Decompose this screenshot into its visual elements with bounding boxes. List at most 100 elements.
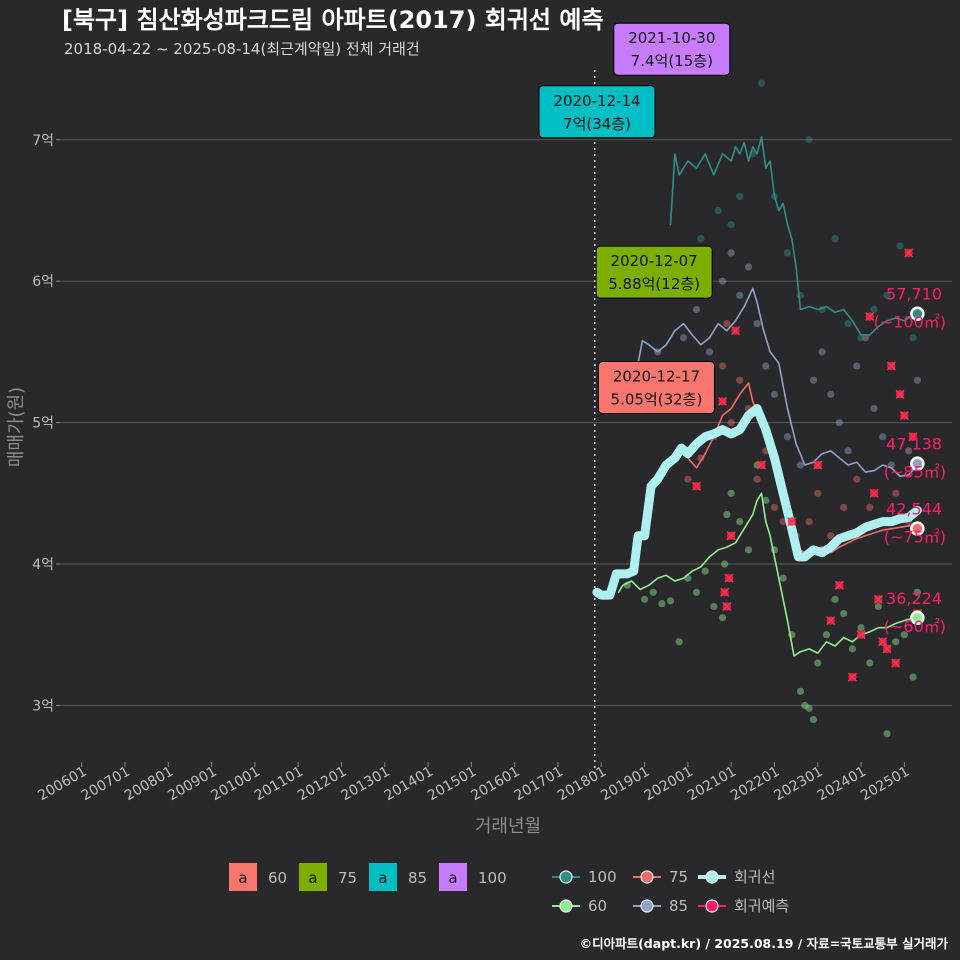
scatter-point-75 (684, 475, 692, 483)
series-lines (592, 136, 922, 657)
x-tick-label: 201701 (512, 764, 566, 805)
predict-x-mark (787, 517, 797, 527)
callout-date-100: 2021-10-30 (628, 29, 715, 47)
predict-x-mark (878, 637, 888, 647)
legend-line-label-line100: 100 (588, 868, 617, 886)
predict-x-mark (873, 594, 883, 604)
scatter-point-60 (892, 638, 900, 646)
x-tick-label: 201201 (295, 764, 349, 805)
predict-x-mark (834, 580, 844, 590)
callout-date-85: 2020-12-14 (553, 92, 640, 110)
scatter-point-85 (809, 376, 818, 384)
scatter-point-85 (796, 461, 805, 469)
x-tick-label: 201301 (338, 764, 392, 805)
scatter-point-60 (814, 659, 822, 667)
y-tick-label: 4억 (32, 557, 54, 573)
scatter-point-60 (909, 673, 917, 681)
prediction-endpoint-75 (910, 521, 925, 536)
scatter-point-100 (714, 206, 722, 215)
scatter-point-75 (827, 532, 835, 540)
callout-date-75: 2020-12-07 (611, 252, 698, 270)
callout-box-60 (597, 361, 715, 415)
scatter-point-60 (779, 574, 787, 582)
prediction-endpoint-60 (910, 610, 925, 626)
callout-price-85: 7억(34층) (563, 115, 631, 133)
predict-x-mark (720, 587, 730, 597)
legend-swatch-75 (299, 863, 327, 891)
legend-swatch-85 (369, 863, 397, 891)
scatter-point-85 (783, 433, 792, 441)
prediction-labels: 57,710 (~100㎡) 47,138 (~85㎡) 42,544 (~75㎡) 36,… (874, 285, 946, 636)
x-tick-label: 200801 (122, 764, 176, 805)
scatter-points (623, 79, 921, 738)
scatter-point-100 (870, 305, 878, 314)
scatter-point-75 (805, 517, 813, 526)
series-line-line100 (669, 136, 914, 336)
scatter-point-85 (753, 320, 761, 328)
scatter-point-85 (844, 447, 852, 455)
predict-x-mark (856, 630, 866, 640)
prediction-marks (692, 248, 922, 682)
scatter-point-100 (757, 79, 766, 87)
scatter-point-60 (805, 704, 813, 712)
scatter-point-75 (853, 475, 861, 483)
prediction-endpoint-100 (910, 306, 925, 321)
legend-label-85: 85 (408, 869, 427, 887)
callout-box-100 (613, 22, 731, 76)
predict-x-mark (865, 312, 875, 322)
scatter-point-60 (866, 659, 874, 667)
callout-box-85 (538, 85, 656, 139)
scatter-point-60 (710, 602, 718, 611)
scatter-point-85 (718, 277, 727, 285)
callout-box-75 (595, 245, 713, 299)
scatter-point-85 (744, 263, 753, 271)
scatter-point-100 (896, 242, 904, 250)
x-tick-label: 201601 (468, 764, 522, 805)
callout-price-60: 5.05억(32층) (611, 391, 703, 409)
x-tick-label: 202101 (685, 764, 739, 805)
scatter-point-60 (666, 597, 675, 605)
scatter-point-75 (866, 503, 874, 512)
x-tick-label: 201001 (209, 764, 263, 805)
scatter-point-100 (831, 235, 839, 243)
predict-x-mark (904, 248, 914, 258)
scatter-point-100 (736, 192, 744, 200)
x-tick-label: 201901 (598, 764, 652, 805)
scatter-point-100 (844, 320, 852, 328)
x-tick-label: 202301 (771, 764, 825, 805)
legend-dot-predict (705, 899, 719, 913)
scatter-point-100 (727, 221, 735, 229)
scatter-point-100 (857, 334, 865, 342)
x-axis-ticks: 2006012007012008012009012010012011012012… (35, 762, 912, 804)
y-tick-label: 5억 (32, 416, 54, 432)
legend-dot-line85 (640, 899, 654, 913)
legend-line-label-predict: 회귀예측 (734, 897, 789, 915)
scatter-point-85 (913, 376, 921, 384)
scatter-point-85 (679, 334, 688, 342)
prediction-range-100: (~100㎡) (874, 313, 946, 332)
legend-dot-line75 (640, 870, 654, 884)
x-tick-label: 201101 (252, 764, 306, 805)
scatter-point-60 (848, 645, 857, 653)
scatter-point-100 (883, 291, 891, 299)
chart-subtitle: 2018-04-22 ~ 2025-08-14(최근계약일) 전체 거래건 (64, 40, 420, 58)
callout-price-100: 7.4억(15층) (631, 52, 713, 70)
chart-title: [북구] 침산화성파크드림 아파트(2017) 회귀선 예측 (62, 6, 604, 34)
predict-x-mark (826, 616, 836, 626)
y-axis-title: 매매가(원) (6, 387, 27, 467)
y-tick-label: 3억 (32, 698, 54, 714)
series-line-line60 (617, 492, 914, 657)
legend-glyph-75: a (308, 869, 317, 887)
predict-x-mark (813, 460, 823, 470)
scatter-point-75 (727, 419, 735, 427)
credit-text: ©디아파트(dapt.kr) / 2025.08.19 / 자료=국토교통부 실… (580, 936, 949, 951)
scatter-point-85 (870, 404, 878, 413)
scatter-point-60 (831, 595, 839, 603)
scatter-point-100 (783, 249, 792, 257)
predict-x-mark (756, 460, 766, 470)
predict-x-mark (692, 481, 702, 491)
scatter-point-60 (883, 730, 891, 738)
scatter-point-60 (675, 638, 683, 646)
scatter-point-75 (753, 475, 761, 483)
